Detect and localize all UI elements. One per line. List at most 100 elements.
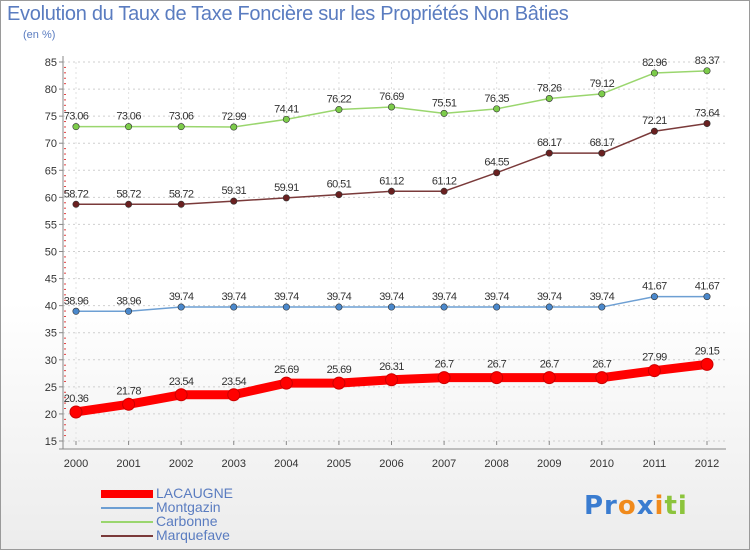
- data-point: [227, 388, 241, 402]
- data-point: [647, 364, 661, 378]
- data-label: 73.06: [116, 111, 141, 123]
- y-tick-label: 20: [45, 409, 57, 421]
- data-label: 20.36: [64, 393, 89, 405]
- data-label: 74.41: [274, 103, 299, 115]
- data-point: [177, 123, 185, 131]
- data-label: 72.21: [642, 115, 667, 127]
- data-label: 39.74: [327, 291, 352, 303]
- data-point: [387, 187, 395, 195]
- data-point: [542, 371, 556, 385]
- data-point: [650, 293, 658, 301]
- logo-letters: ti: [664, 491, 688, 521]
- data-label: 41.67: [695, 281, 720, 293]
- legend-swatch: [101, 521, 153, 523]
- data-point: [703, 293, 711, 301]
- data-label: 39.74: [169, 291, 194, 303]
- data-point: [387, 303, 395, 311]
- data-point: [387, 103, 395, 111]
- legend-swatch: [101, 535, 153, 537]
- data-label: 26.31: [379, 361, 404, 373]
- data-label: 68.17: [590, 137, 615, 149]
- data-point: [703, 120, 711, 128]
- data-label: 76.69: [379, 91, 404, 103]
- logo-letters: i: [654, 491, 665, 521]
- legend-label: Carbonne: [156, 513, 218, 529]
- data-point: [335, 106, 343, 114]
- x-tick-label: 2008: [484, 458, 508, 470]
- data-point: [279, 376, 293, 390]
- y-tick-label: 80: [45, 84, 57, 96]
- data-label: 82.96: [642, 57, 667, 69]
- chart-title: Evolution du Taux de Taxe Foncière sur l…: [7, 3, 569, 25]
- data-label: 75.51: [432, 97, 457, 109]
- data-point: [598, 90, 606, 98]
- data-label: 58.72: [169, 188, 194, 200]
- data-point: [72, 307, 80, 315]
- y-tick-label: 55: [45, 219, 57, 231]
- data-point: [545, 94, 553, 102]
- data-label: 68.17: [537, 137, 562, 149]
- data-label: 73.64: [695, 108, 720, 120]
- legend-swatch: [101, 507, 153, 509]
- legend-label: Marquefave: [156, 527, 230, 543]
- y-tick-label: 40: [45, 301, 57, 313]
- data-point: [125, 307, 133, 315]
- data-label: 60.51: [327, 179, 352, 191]
- data-point: [700, 357, 714, 371]
- data-label: 58.72: [64, 188, 89, 200]
- data-label: 59.31: [221, 185, 246, 197]
- data-label: 39.74: [432, 291, 457, 303]
- data-label: 79.12: [590, 78, 615, 90]
- y-tick-label: 70: [45, 138, 57, 150]
- data-label: 25.69: [274, 364, 299, 376]
- legend-label: LACAUGNE: [156, 485, 234, 501]
- data-point: [440, 187, 448, 195]
- data-point: [122, 397, 136, 411]
- y-tick-label: 30: [45, 355, 57, 367]
- y-tick-label: 35: [45, 328, 57, 340]
- data-label: 23.54: [169, 376, 194, 388]
- logo-letters: Pr: [584, 491, 618, 521]
- data-point: [545, 303, 553, 311]
- proxiti-logo: Proxiti: [584, 491, 688, 521]
- data-point: [282, 303, 290, 311]
- data-label: 78.26: [537, 82, 562, 94]
- data-label: 29.15: [695, 345, 720, 357]
- data-point: [598, 149, 606, 157]
- data-point: [545, 149, 553, 157]
- x-tick-label: 2012: [695, 458, 719, 470]
- data-point: [440, 303, 448, 311]
- data-point: [230, 197, 238, 205]
- x-axis-ticks: 2000 2001 2002 2003 2004 2005 2006 2007 2008 2009…: [64, 458, 719, 470]
- data-label: 39.74: [590, 291, 615, 303]
- y-axis-ticks: 15 20 25 30 35 40 45 50 55 60 65 70 75 80 85: [45, 57, 57, 448]
- data-point: [125, 123, 133, 131]
- data-label: 26.7: [592, 359, 611, 371]
- x-tick-label: 2003: [222, 458, 246, 470]
- data-label: 38.96: [116, 295, 141, 307]
- x-tick-label: 2006: [379, 458, 403, 470]
- data-label: 27.99: [642, 352, 667, 364]
- data-label: 61.12: [379, 175, 404, 187]
- data-point: [490, 371, 504, 385]
- data-point: [230, 303, 238, 311]
- x-tick-label: 2000: [64, 458, 88, 470]
- y-tick-label: 15: [45, 436, 57, 448]
- x-tick-label: 2011: [643, 458, 667, 470]
- data-point: [437, 371, 451, 385]
- x-tick-label: 2007: [432, 458, 456, 470]
- y-tick-label: 75: [45, 111, 57, 123]
- x-tick-label: 2009: [537, 458, 561, 470]
- data-point: [440, 109, 448, 117]
- data-label: 59.91: [274, 182, 299, 194]
- data-label: 39.74: [274, 291, 299, 303]
- x-tick-label: 2002: [169, 458, 193, 470]
- data-label: 76.35: [484, 93, 509, 105]
- data-label: 73.06: [169, 111, 194, 123]
- data-label: 61.12: [432, 175, 457, 187]
- data-label: 26.7: [540, 359, 559, 371]
- y-tick-label: 85: [45, 57, 57, 69]
- data-label: 26.7: [487, 359, 506, 371]
- data-point: [177, 303, 185, 311]
